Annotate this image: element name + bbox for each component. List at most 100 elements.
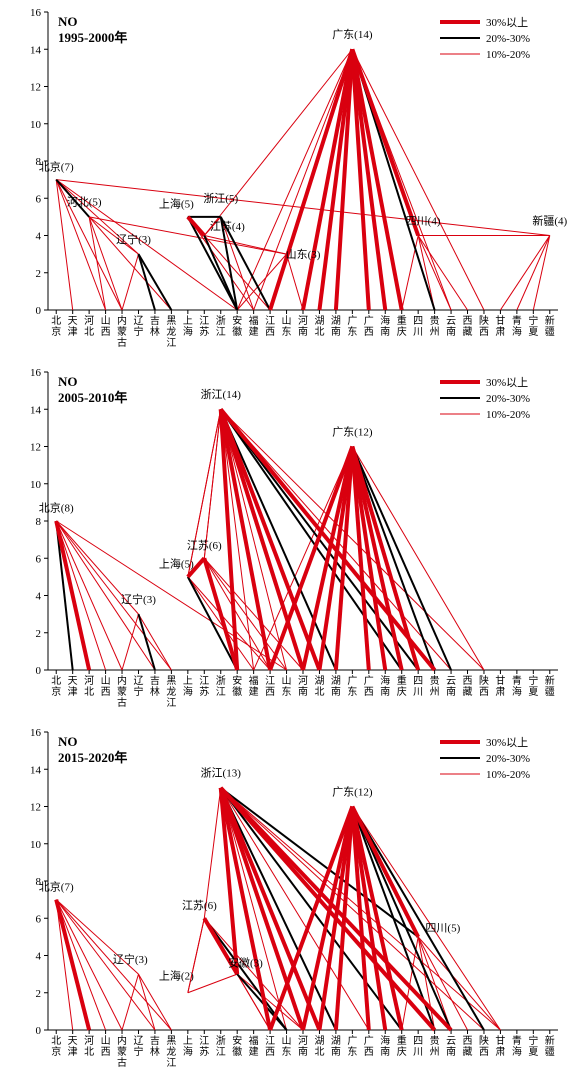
node-label: 江苏(6)	[187, 539, 222, 552]
node-label: 四川(4)	[406, 215, 441, 227]
x-tick-label: 吉林	[150, 1035, 160, 1058]
edge-line	[221, 409, 435, 670]
x-tick-label: 云南	[446, 676, 456, 698]
x-tick-label: 浙江	[216, 675, 226, 698]
x-tick-label: 河北	[84, 315, 94, 338]
y-tick-label: 6	[36, 553, 42, 565]
legend-label: 30%以上	[486, 16, 528, 29]
x-tick-label: 河南	[298, 315, 308, 338]
x-tick-label: 黑龙江	[166, 1035, 176, 1069]
edge-line	[204, 236, 237, 311]
chart-panel: 0246810121416北京天津河北山西内蒙古辽宁吉林黑龙江上海江苏浙江安徽福…	[0, 720, 568, 1080]
y-tick-label: 8	[36, 516, 42, 528]
edge-line	[204, 918, 303, 1030]
x-tick-label: 青海	[512, 674, 522, 698]
edge-line	[221, 788, 336, 1030]
x-tick-label: 湖北	[314, 315, 324, 338]
x-tick-label: 四川	[413, 1036, 423, 1058]
x-tick-label: 上海	[183, 675, 193, 698]
edge-line	[138, 254, 154, 310]
edge-line	[352, 807, 500, 1031]
chart-panel: 0246810121416北京天津河北山西内蒙古辽宁吉林黑龙江上海江苏浙江安徽福…	[0, 360, 568, 720]
x-tick-label: 江苏	[199, 315, 209, 338]
edge-line	[56, 521, 286, 670]
y-tick-label: 0	[36, 305, 42, 317]
y-tick-label: 4	[36, 591, 42, 603]
node-label: 北京(7)	[39, 879, 74, 893]
y-tick-label: 16	[30, 7, 42, 19]
x-tick-label: 湖北	[314, 1035, 324, 1058]
x-tick-label: 新疆	[545, 314, 555, 338]
x-tick-label: 江西	[265, 315, 275, 338]
x-tick-label: 内蒙古	[117, 314, 127, 349]
x-tick-label: 宁夏	[528, 674, 538, 698]
x-tick-label: 云南	[446, 316, 456, 338]
chart-title-line1: NO	[58, 374, 78, 389]
y-tick-label: 0	[36, 1025, 42, 1037]
x-tick-label: 黑龙江	[166, 675, 176, 709]
x-tick-label: 陕西	[479, 674, 489, 698]
legend-label: 20%-30%	[486, 393, 530, 405]
node-label: 山东(3)	[286, 248, 321, 261]
y-tick-label: 12	[30, 442, 41, 454]
y-tick-label: 2	[36, 628, 42, 640]
x-tick-label: 陕西	[479, 314, 489, 338]
x-tick-label: 辽宁	[133, 1035, 143, 1058]
x-tick-label: 四川	[413, 676, 423, 698]
chart-title-line1: NO	[58, 734, 78, 749]
x-tick-label: 福建	[249, 1034, 259, 1058]
x-tick-label: 福建	[249, 674, 259, 698]
x-tick-label: 黑龙江	[166, 315, 176, 349]
edge-line	[138, 254, 171, 310]
edge-line	[319, 49, 352, 310]
x-tick-label: 湖南	[331, 315, 341, 338]
x-tick-label: 新疆	[545, 674, 555, 698]
edge-line	[204, 788, 220, 918]
x-tick-label: 福建	[249, 314, 259, 338]
x-tick-label: 西藏	[463, 316, 473, 338]
x-tick-label: 江苏	[199, 1035, 209, 1058]
y-tick-label: 6	[36, 193, 42, 205]
x-tick-label: 新疆	[545, 1034, 555, 1058]
edge-line	[188, 974, 237, 993]
node-label: 广东(14)	[332, 28, 373, 41]
node-label: 辽宁(3)	[121, 592, 156, 606]
x-tick-label: 广东	[347, 675, 357, 698]
y-tick-label: 6	[36, 913, 42, 925]
y-tick-label: 4	[36, 951, 42, 963]
legend-label: 30%以上	[486, 736, 528, 749]
x-tick-label: 吉林	[150, 315, 160, 338]
x-tick-label: 广东	[347, 1035, 357, 1058]
edge-line	[56, 521, 89, 670]
chart-title-line2: 2005-2010年	[58, 390, 127, 405]
x-tick-label: 甘肃	[495, 1034, 505, 1058]
y-tick-label: 12	[30, 802, 41, 814]
x-tick-label: 浙江	[216, 1035, 226, 1058]
legend-label: 20%-30%	[486, 753, 530, 765]
x-tick-label: 重庆	[397, 1034, 407, 1058]
node-label: 上海(5)	[159, 197, 194, 211]
node-label: 安徽(3)	[228, 956, 263, 970]
x-tick-label: 辽宁	[133, 675, 143, 698]
x-tick-label: 贵州	[430, 314, 440, 338]
x-tick-label: 湖北	[314, 675, 324, 698]
x-tick-label: 广西	[364, 315, 374, 338]
x-tick-label: 西藏	[463, 676, 473, 698]
x-tick-label: 上海	[183, 315, 193, 338]
x-tick-label: 广东	[347, 315, 357, 338]
edge-line	[517, 236, 550, 311]
chart-title-line2: 2015-2020年	[58, 750, 127, 765]
x-tick-label: 天津	[68, 1036, 78, 1058]
edge-line	[56, 900, 89, 1030]
legend-label: 10%-20%	[486, 49, 530, 61]
x-tick-label: 山东	[282, 315, 292, 338]
x-tick-label: 甘肃	[495, 674, 505, 698]
x-tick-label: 宁夏	[528, 314, 538, 338]
edge-line	[56, 900, 72, 1030]
edge-line	[418, 236, 467, 311]
node-label: 浙江(14)	[201, 388, 242, 401]
x-tick-label: 上海	[183, 1035, 193, 1058]
y-tick-label: 14	[30, 764, 42, 776]
edge-line	[89, 217, 122, 310]
node-label: 浙江(5)	[203, 192, 238, 205]
